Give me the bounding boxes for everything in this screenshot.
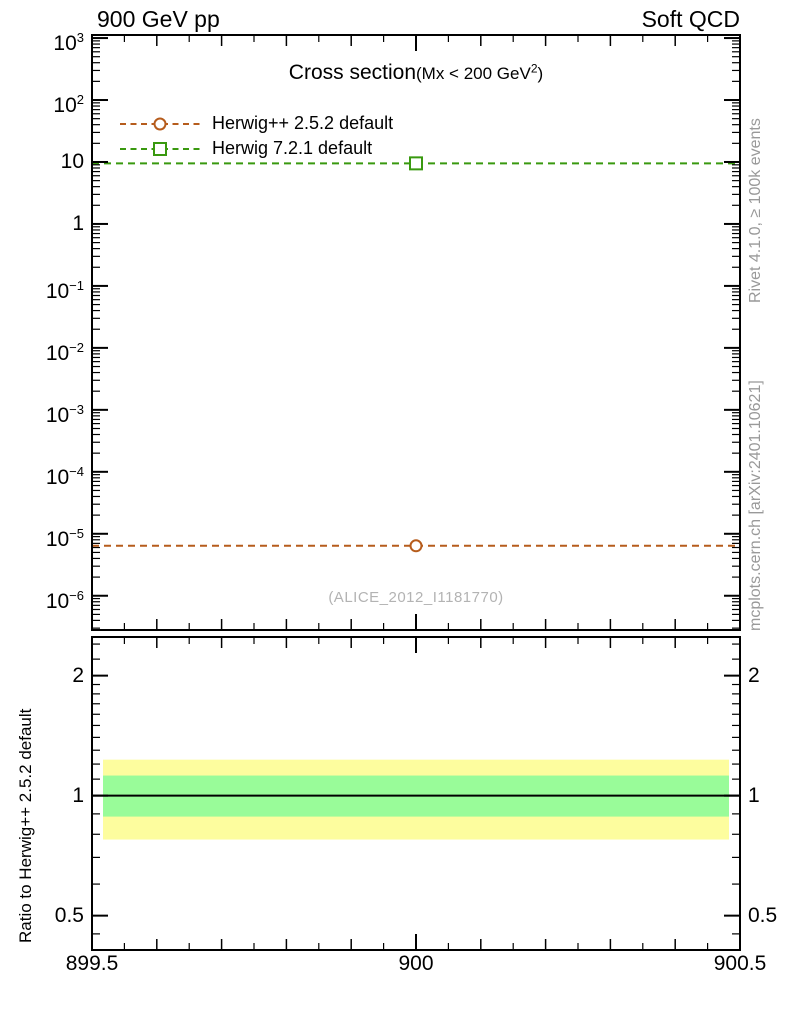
plot-title: Cross section(Mx < 200 GeV2): [92, 61, 740, 85]
mcplots-arxiv-note: mcplots.cern.ch [arXiv:2401.10621]: [747, 380, 764, 631]
x-tick-label: 899.5: [65, 952, 119, 975]
ratio-tick-label-right: 2: [748, 663, 760, 687]
plot-title-main: Cross section: [288, 61, 417, 84]
legend-item-label: Herwig 7.2.1 default: [212, 138, 373, 158]
ratio-tick-label-right: 0.5: [748, 903, 778, 927]
series-marker-1: [409, 156, 423, 171]
plot-title-cut-exponent: 2: [530, 61, 538, 76]
legend-item: Herwig 7.2.1 default: [118, 136, 393, 161]
y-tick-label: 10−4: [45, 463, 84, 489]
y-tick-label: 10−5: [45, 525, 84, 551]
legend-item-label: Herwig++ 2.5.2 default: [212, 113, 394, 133]
analysis-watermark: (ALICE_2012_I1181770): [328, 589, 504, 606]
x-tick-label: 900: [398, 952, 434, 975]
rivet-version-note: Rivet 4.1.0, ≥ 100k events: [747, 118, 764, 303]
ratio-axis-title: Ratio to Herwig++ 2.5.2 default: [16, 708, 35, 943]
legend-sample-circle: [120, 117, 200, 130]
legend-sample-square: [120, 141, 200, 156]
x-tick-label: 900.5: [713, 952, 767, 975]
series-marker-0: [409, 539, 423, 553]
y-tick-label: 10−2: [45, 339, 84, 365]
y-tick-label: 103: [53, 30, 84, 56]
ratio-tick-label-left: 0.5: [54, 903, 84, 927]
plot-title-cut: (Mx < 200 GeV: [416, 64, 531, 83]
y-tick-label: 10−1: [45, 277, 84, 303]
process-group-label: Soft QCD: [641, 6, 740, 32]
legend-item: Herwig++ 2.5.2 default: [118, 111, 393, 136]
y-tick-label: 10: [60, 149, 84, 173]
beam-energy-label: 900 GeV pp: [97, 6, 220, 32]
legend-sample-marker: [153, 141, 167, 156]
y-tick-label: 10−6: [45, 587, 84, 613]
y-tick-label: 10−3: [45, 401, 84, 427]
ratio-tick-label-left: 2: [72, 663, 84, 687]
plot-title-cut-close: ): [537, 64, 544, 83]
legend: Herwig++ 2.5.2 default Herwig 7.2.1 defau…: [118, 111, 393, 161]
y-tick-label: 1: [72, 211, 84, 235]
y-tick-label: 102: [53, 92, 84, 118]
ratio-tick-label-right: 1: [748, 783, 760, 807]
ratio-tick-label-left: 1: [72, 783, 84, 807]
legend-sample-marker: [153, 117, 167, 130]
